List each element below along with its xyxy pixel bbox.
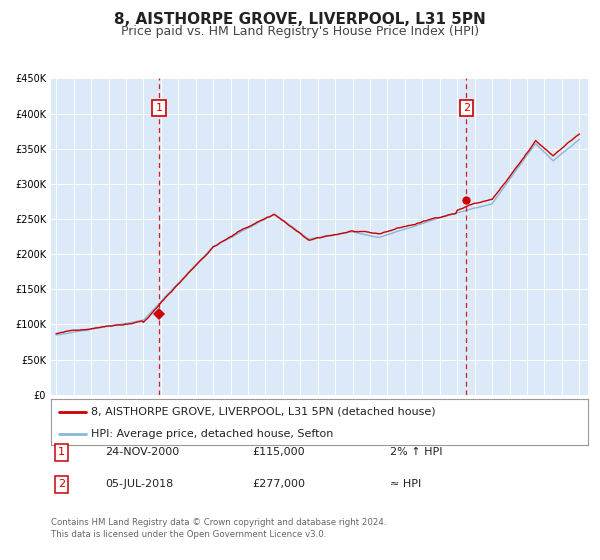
Text: 2% ↑ HPI: 2% ↑ HPI	[390, 447, 443, 458]
Text: 2: 2	[58, 479, 65, 489]
Text: 05-JUL-2018: 05-JUL-2018	[105, 479, 173, 489]
Text: Contains HM Land Registry data © Crown copyright and database right 2024.
This d: Contains HM Land Registry data © Crown c…	[51, 518, 386, 539]
Text: ≈ HPI: ≈ HPI	[390, 479, 421, 489]
Text: Price paid vs. HM Land Registry's House Price Index (HPI): Price paid vs. HM Land Registry's House …	[121, 25, 479, 38]
Text: £115,000: £115,000	[252, 447, 305, 458]
Text: HPI: Average price, detached house, Sefton: HPI: Average price, detached house, Seft…	[91, 429, 334, 438]
Text: 2: 2	[463, 103, 470, 113]
Text: 8, AISTHORPE GROVE, LIVERPOOL, L31 5PN (detached house): 8, AISTHORPE GROVE, LIVERPOOL, L31 5PN (…	[91, 407, 436, 417]
Text: 8, AISTHORPE GROVE, LIVERPOOL, L31 5PN: 8, AISTHORPE GROVE, LIVERPOOL, L31 5PN	[114, 12, 486, 27]
Text: 1: 1	[58, 447, 65, 458]
Text: 1: 1	[155, 103, 163, 113]
Text: 24-NOV-2000: 24-NOV-2000	[105, 447, 179, 458]
Text: £277,000: £277,000	[252, 479, 305, 489]
